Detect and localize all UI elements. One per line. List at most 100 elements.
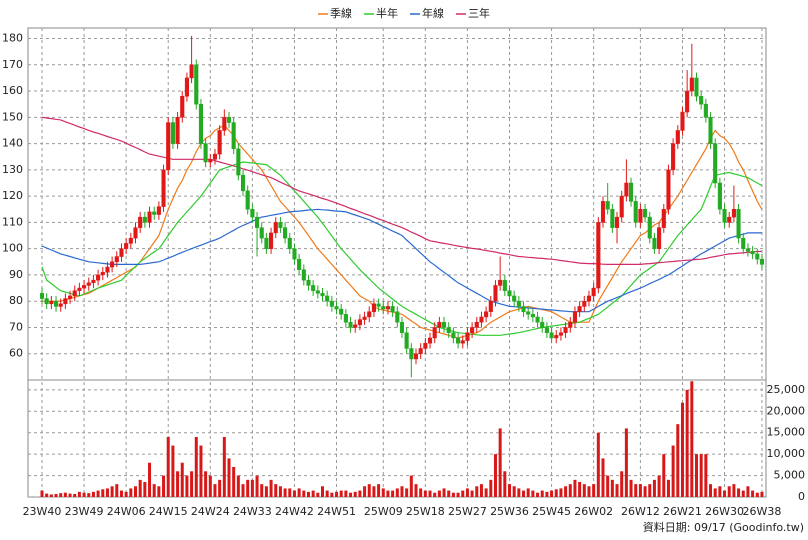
- x-tick-label: 23W40: [23, 505, 62, 518]
- legend-label: 三年: [468, 6, 490, 20]
- volume-bar: [685, 389, 689, 497]
- volume-bar: [363, 486, 367, 497]
- x-tick-label: 24W15: [149, 505, 188, 518]
- volume-bar: [306, 491, 310, 497]
- candle-body: [110, 261, 115, 268]
- candle-body: [255, 216, 260, 228]
- volume-bar: [409, 475, 413, 497]
- volume-bar: [143, 482, 147, 497]
- x-tick-label: 23W49: [65, 505, 104, 518]
- candle-body: [745, 248, 750, 252]
- volume-bar: [475, 486, 479, 497]
- candle-body: [582, 300, 587, 307]
- volume-bar: [512, 486, 516, 497]
- moving-average-line: [42, 124, 763, 339]
- volume-bar: [414, 484, 418, 497]
- candle-body: [643, 209, 648, 218]
- volume-bar: [479, 484, 483, 497]
- candle-body: [549, 332, 554, 339]
- candle-body: [53, 300, 59, 307]
- volume-bar: [77, 491, 81, 497]
- candle-body: [184, 77, 189, 97]
- candle-body: [558, 332, 563, 336]
- candle-body: [297, 258, 302, 270]
- candle-body: [446, 327, 451, 333]
- volume-bar: [269, 479, 273, 497]
- candle-body: [208, 159, 213, 163]
- candle-body: [320, 293, 325, 297]
- candle-body: [194, 64, 199, 105]
- candle-body: [586, 295, 592, 302]
- candle-body: [283, 227, 288, 239]
- candle-body: [484, 311, 489, 318]
- volume-bar: [105, 488, 109, 497]
- candle-body: [413, 353, 419, 360]
- candle-body: [217, 130, 222, 155]
- candle-body: [334, 306, 339, 310]
- volume-bar: [442, 488, 446, 497]
- candle-body: [58, 303, 63, 307]
- candle-body: [731, 209, 736, 218]
- candle-body: [493, 285, 498, 302]
- volume-bar: [423, 490, 427, 497]
- volume-bar: [278, 486, 282, 497]
- candle-body: [343, 314, 348, 323]
- y2-tick-label: 0: [798, 490, 805, 503]
- volume-bar: [180, 462, 184, 497]
- volume-bar: [400, 486, 404, 497]
- candle-body: [399, 321, 405, 333]
- candle-body: [722, 209, 727, 223]
- volume-bar: [484, 488, 488, 497]
- candle-body: [390, 306, 395, 312]
- volume-bar: [610, 479, 614, 497]
- candle-body: [736, 209, 741, 239]
- volume-bar: [218, 479, 222, 497]
- volume-bar: [419, 488, 423, 497]
- candle-body: [568, 321, 573, 328]
- candle-body: [685, 90, 690, 113]
- candle-body: [460, 340, 465, 344]
- x-tick-label: 26W12: [621, 505, 660, 518]
- volume-bar: [250, 479, 254, 497]
- candle-body: [708, 117, 713, 144]
- candle-body: [605, 201, 610, 210]
- volume-bar: [451, 492, 455, 497]
- volume-bar: [643, 486, 647, 497]
- candle-body: [675, 130, 680, 144]
- candle-body: [250, 209, 255, 218]
- candle-body: [427, 337, 433, 344]
- candle-body: [432, 327, 437, 339]
- candle-body: [311, 285, 316, 291]
- moving-average-line: [41, 161, 763, 336]
- volume-bar: [606, 475, 610, 497]
- candle-body: [699, 96, 704, 105]
- x-tick-label: 25W09: [364, 505, 403, 518]
- legend-label: 半年: [376, 6, 398, 20]
- candle-body: [713, 143, 718, 184]
- volume-bar: [573, 479, 577, 497]
- volume-bar: [283, 488, 287, 497]
- candle-body: [329, 300, 334, 307]
- x-tick-label: 24W51: [317, 505, 356, 518]
- volume-bar: [718, 486, 722, 497]
- candle-body: [409, 348, 414, 360]
- volume-bar: [87, 493, 91, 497]
- volume-bar: [676, 424, 680, 497]
- volume-bar: [213, 484, 217, 497]
- volume-bar: [227, 458, 231, 497]
- candle-body: [727, 216, 732, 223]
- candle-body: [521, 306, 526, 312]
- volume-bar: [119, 490, 123, 497]
- volume-bar: [751, 490, 755, 497]
- candle-body: [198, 103, 203, 144]
- volume-bar: [624, 428, 628, 497]
- volume-bar: [582, 484, 586, 497]
- candle-body: [236, 148, 241, 176]
- y-tick-label: 160: [2, 84, 23, 97]
- volume-bar: [54, 494, 58, 497]
- candle-body: [161, 169, 166, 207]
- volume-bar: [339, 490, 343, 497]
- volume-bar: [493, 454, 497, 497]
- candle-body: [315, 290, 320, 294]
- volume-bar: [559, 488, 563, 497]
